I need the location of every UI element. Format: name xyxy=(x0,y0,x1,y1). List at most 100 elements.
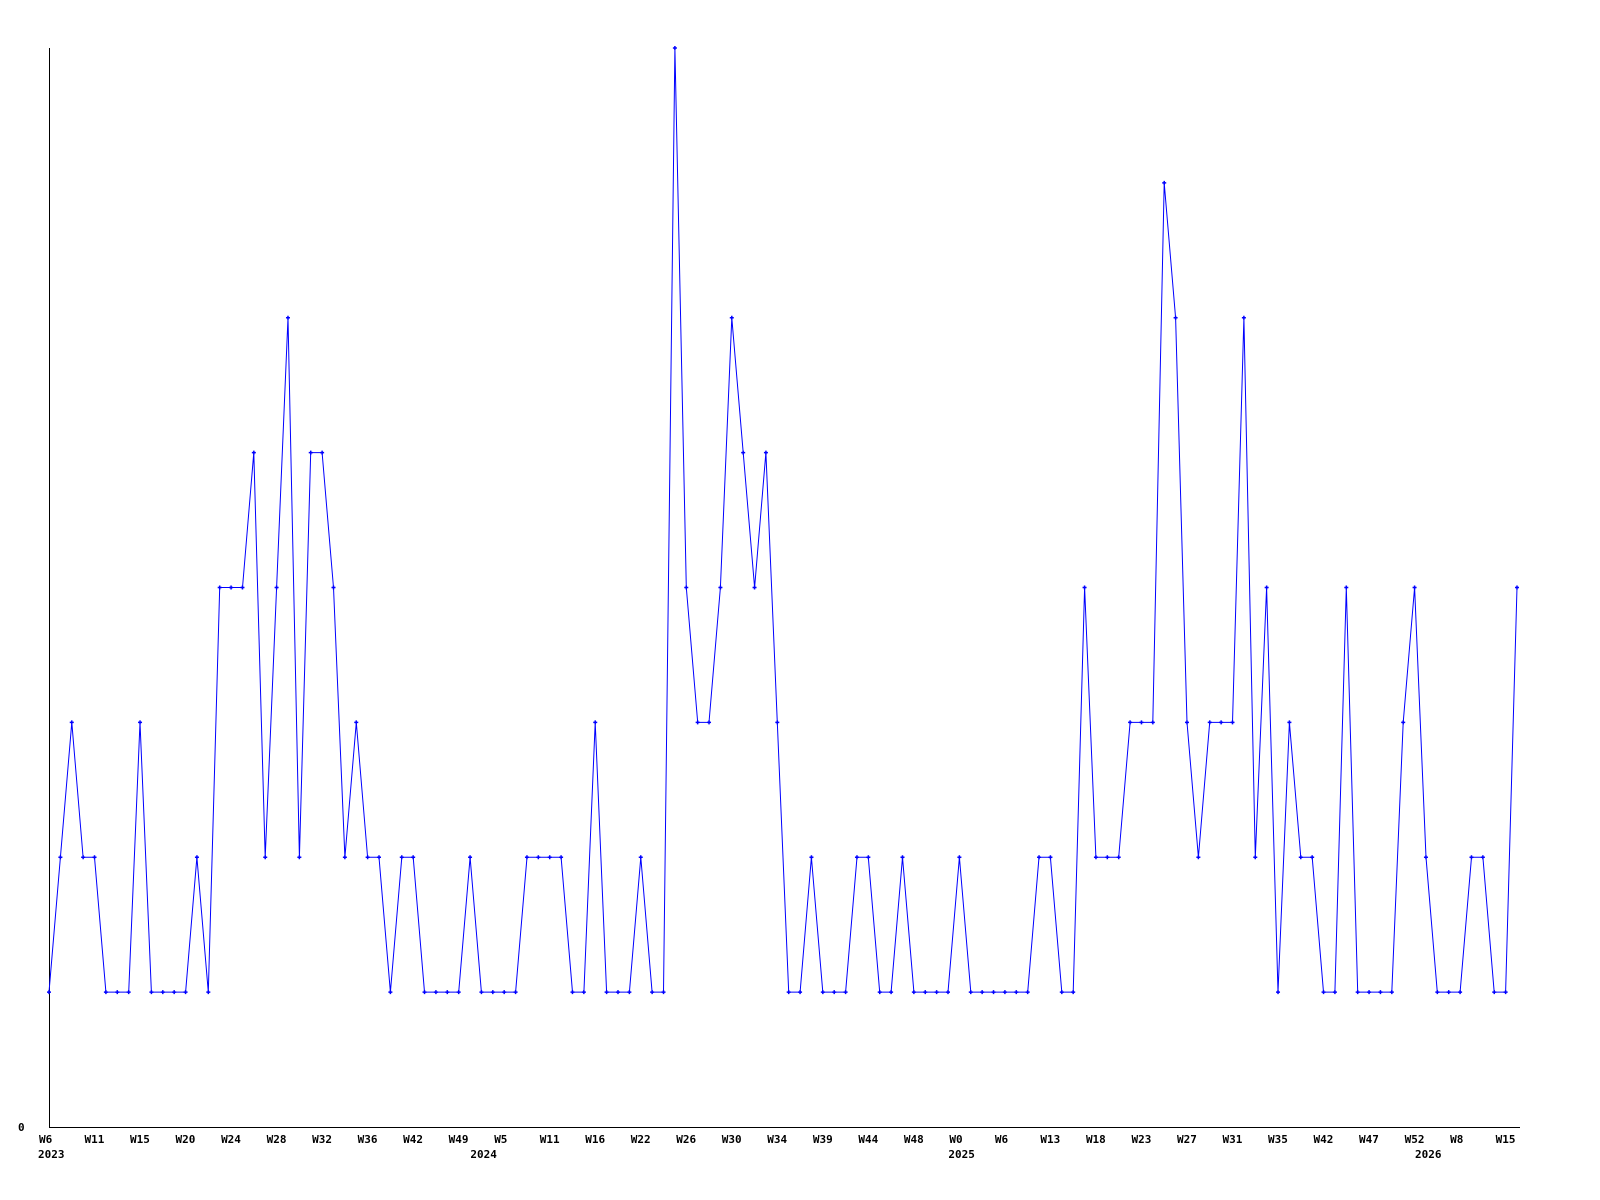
data-point xyxy=(934,990,939,995)
data-point xyxy=(1298,855,1303,860)
data-point xyxy=(297,855,302,860)
data-point xyxy=(1241,315,1246,320)
x-tick-label: W42 xyxy=(1314,1133,1334,1146)
x-tick-label: W22 xyxy=(631,1133,651,1146)
data-point xyxy=(866,855,871,860)
data-point xyxy=(490,990,495,995)
data-point xyxy=(718,585,723,590)
data-point xyxy=(1321,990,1326,995)
data-point xyxy=(1423,855,1428,860)
x-tick-label: W44 xyxy=(858,1133,878,1146)
data-point xyxy=(502,990,507,995)
x-tick-label: W16 xyxy=(585,1133,605,1146)
data-point xyxy=(47,990,51,995)
x-tick-label: W5 xyxy=(494,1133,507,1146)
data-point xyxy=(1287,720,1292,725)
axes: 0 xyxy=(18,48,1520,1134)
series-line xyxy=(48,47,1518,993)
x-tick-labels: W6 W11 W15 W20 W24 W28 W32 W36 W42 W49 W5 W11 W16 W22… xyxy=(38,1133,1515,1161)
series xyxy=(47,46,1519,995)
data-point xyxy=(752,585,757,590)
data-point xyxy=(1310,855,1315,860)
data-point xyxy=(138,720,143,725)
data-point xyxy=(638,855,643,860)
data-point xyxy=(980,990,985,995)
data-point xyxy=(615,990,620,995)
data-point xyxy=(1002,990,1007,995)
data-point xyxy=(411,855,416,860)
x-tick-label: W32 xyxy=(312,1133,332,1146)
data-point xyxy=(331,585,336,590)
data-point xyxy=(1173,315,1178,320)
data-point xyxy=(786,990,791,995)
data-point xyxy=(570,990,575,995)
data-point xyxy=(229,585,234,590)
data-point xyxy=(468,855,473,860)
data-point xyxy=(1162,180,1167,185)
data-point xyxy=(547,855,552,860)
data-point xyxy=(1480,855,1485,860)
data-point xyxy=(1264,585,1269,590)
data-point xyxy=(798,990,803,995)
x-tick-label: W6 xyxy=(39,1133,53,1146)
data-point xyxy=(263,855,268,860)
data-point xyxy=(342,855,347,860)
data-point xyxy=(1446,990,1451,995)
data-point xyxy=(149,990,154,995)
data-point xyxy=(445,990,450,995)
data-point xyxy=(1082,585,1087,590)
data-point xyxy=(92,855,97,860)
data-point xyxy=(1378,990,1383,995)
data-point xyxy=(81,855,86,860)
x-tick-label: W27 xyxy=(1177,1133,1197,1146)
data-point xyxy=(58,855,63,860)
data-point xyxy=(456,990,461,995)
data-point xyxy=(1184,720,1189,725)
data-point xyxy=(1014,990,1019,995)
data-point xyxy=(183,990,188,995)
x-tick-label: W0 xyxy=(949,1133,962,1146)
year-label: 2026 xyxy=(1415,1148,1442,1161)
data-point xyxy=(741,450,746,455)
data-point xyxy=(854,855,859,860)
data-point xyxy=(775,720,780,725)
data-point xyxy=(900,855,905,860)
data-point xyxy=(809,855,814,860)
year-label: 2024 xyxy=(470,1148,497,1161)
data-point xyxy=(672,46,677,50)
data-point xyxy=(1230,720,1235,725)
data-point xyxy=(308,450,313,455)
x-tick-label: W13 xyxy=(1040,1133,1060,1146)
data-point xyxy=(1469,855,1474,860)
data-point xyxy=(377,855,382,860)
x-tick-label: W20 xyxy=(176,1133,196,1146)
data-point xyxy=(843,990,848,995)
x-tick-label: W24 xyxy=(221,1133,241,1146)
x-tick-label: W42 xyxy=(403,1133,423,1146)
data-point xyxy=(957,855,962,860)
x-tick-label: W34 xyxy=(767,1133,787,1146)
x-tick-label: W15 xyxy=(1496,1133,1516,1146)
data-point xyxy=(1458,990,1463,995)
data-point xyxy=(1492,990,1497,995)
data-point xyxy=(69,720,74,725)
x-tick-label: W6 xyxy=(995,1133,1009,1146)
x-tick-label: W49 xyxy=(449,1133,469,1146)
x-tick-label: W28 xyxy=(267,1133,287,1146)
year-label: 2025 xyxy=(948,1148,975,1161)
x-tick-label: W39 xyxy=(813,1133,833,1146)
data-point xyxy=(729,315,734,320)
data-point xyxy=(1150,720,1155,725)
data-point xyxy=(1344,585,1349,590)
data-point xyxy=(627,990,632,995)
data-point xyxy=(172,990,177,995)
x-tick-label: W18 xyxy=(1086,1133,1106,1146)
data-point xyxy=(524,855,529,860)
data-point xyxy=(832,990,837,995)
data-point xyxy=(581,990,586,995)
data-point xyxy=(1332,990,1337,995)
data-point xyxy=(1128,720,1133,725)
data-point xyxy=(365,855,370,860)
x-tick-label: W23 xyxy=(1131,1133,1151,1146)
data-point xyxy=(991,990,996,995)
